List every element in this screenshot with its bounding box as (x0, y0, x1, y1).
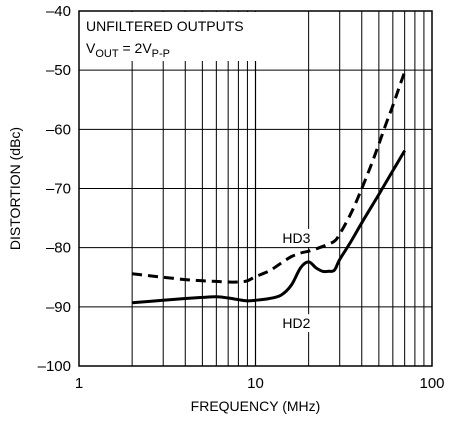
hd3-series-label: HD3 (282, 230, 310, 246)
vout-equals: = 2V (119, 40, 153, 56)
y-tick-label: –50 (46, 62, 71, 79)
y-tick-label: –60 (46, 121, 71, 138)
y-tick-label: –100 (38, 358, 71, 375)
y-tick-label: –90 (46, 299, 71, 316)
y-tick-label: –80 (46, 240, 71, 257)
hd3-label-background (279, 228, 316, 247)
hd2-series-label: HD2 (282, 315, 310, 331)
annotation-background (80, 12, 264, 61)
series-layer (131, 71, 407, 305)
vout-v: V (86, 40, 96, 56)
series-line-hd3 (131, 71, 407, 284)
vout-subscript: OUT (95, 48, 119, 60)
plot-frame (78, 10, 433, 367)
series-line-hd2 (131, 149, 406, 305)
grid (79, 11, 432, 366)
x-tick-label: 10 (247, 375, 264, 392)
x-tick-label: 1 (75, 375, 83, 392)
vpp-subscript: P-P (152, 48, 170, 60)
y-tick-label: –40 (46, 3, 71, 20)
y-tick-label: –70 (46, 181, 71, 198)
x-tick-label: 100 (419, 375, 444, 392)
y-axis-label: DISTORTION (dBc) (7, 127, 23, 250)
hd2-label-background (279, 314, 316, 333)
x-axis-label: FREQUENCY (MHz) (191, 398, 321, 414)
annotation-line2: VOUT = 2VP-P (86, 40, 170, 60)
annotation-line1: UNFILTERED OUTPUTS (86, 18, 244, 34)
